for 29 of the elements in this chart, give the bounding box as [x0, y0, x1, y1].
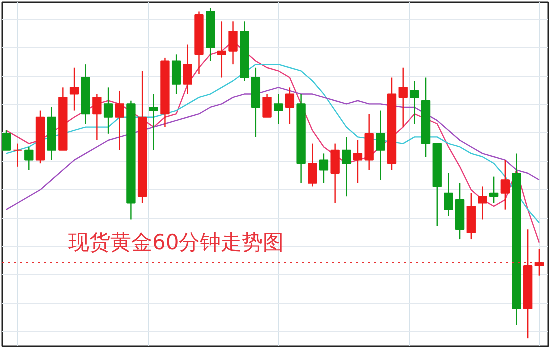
candlestick	[70, 67, 80, 112]
candlestick	[444, 172, 454, 218]
candlestick	[262, 94, 272, 118]
candlestick	[92, 94, 102, 142]
candlestick	[478, 186, 488, 220]
candlestick	[172, 54, 182, 95]
candlestick	[376, 110, 386, 181]
candlestick	[410, 80, 420, 125]
candlestick	[342, 136, 352, 198]
candlestick	[115, 90, 124, 151]
candlestick	[2, 130, 12, 151]
candlestick	[13, 143, 22, 168]
candlestick	[308, 143, 318, 188]
text: 现货黄金60分钟走势图	[68, 230, 284, 254]
candlestick	[149, 94, 158, 151]
candlestick	[489, 176, 499, 204]
candlestick	[330, 143, 340, 204]
candlestick	[217, 21, 227, 78]
candlestick	[319, 153, 329, 184]
candlestick	[398, 67, 408, 128]
candlestick	[534, 248, 544, 276]
candlestick	[274, 94, 284, 125]
candlestick	[228, 21, 238, 66]
candlestick	[285, 87, 295, 125]
candlestick	[24, 146, 34, 171]
candlestick	[104, 87, 114, 134]
candlestick	[353, 140, 363, 184]
candlestick	[183, 44, 192, 95]
candlestick	[500, 160, 510, 210]
